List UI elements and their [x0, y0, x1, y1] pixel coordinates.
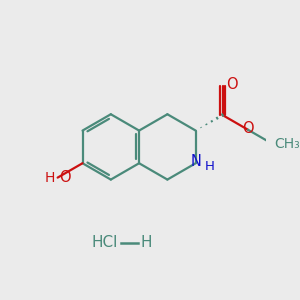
Text: CH₃: CH₃ — [275, 136, 300, 151]
Text: O: O — [226, 77, 238, 92]
Text: HCl: HCl — [92, 235, 118, 250]
Text: H: H — [141, 235, 152, 250]
Text: H: H — [45, 171, 55, 184]
Text: O: O — [59, 170, 71, 185]
Text: O: O — [242, 122, 254, 136]
Text: N: N — [191, 154, 202, 169]
Text: H: H — [205, 160, 214, 173]
